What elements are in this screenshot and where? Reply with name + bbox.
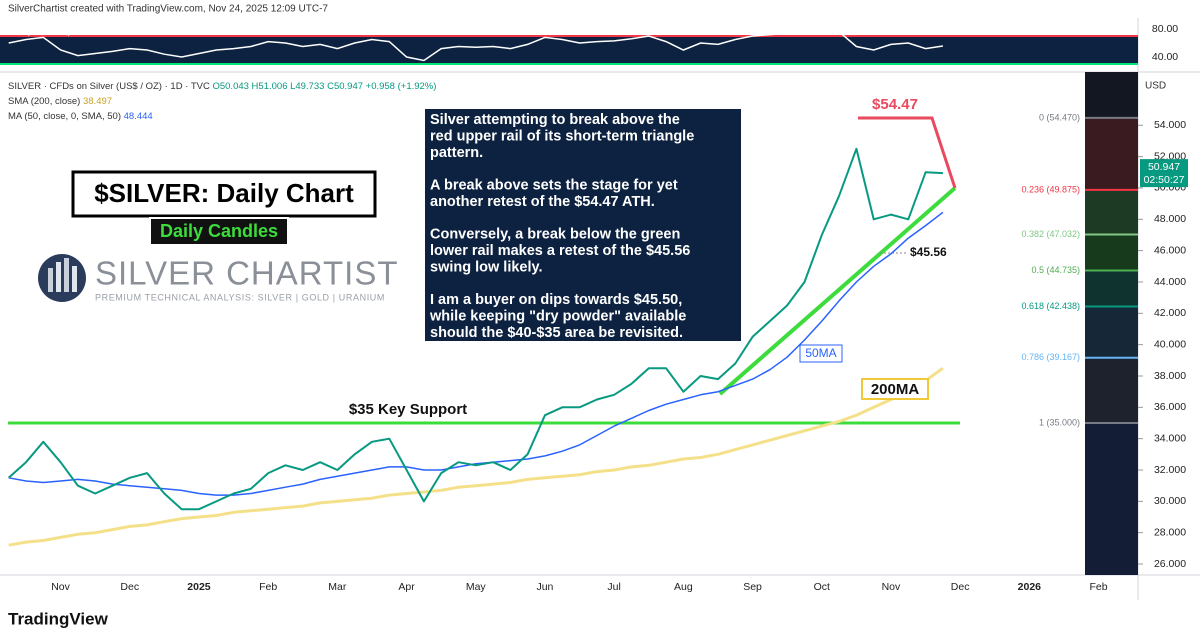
x-tick-label: 2025 [187, 581, 211, 593]
footer-brand: TradingView [8, 609, 109, 628]
fib-label: 1 (35.000) [1039, 417, 1080, 427]
rsi-tick-label: 40.00 [1152, 51, 1178, 63]
y-tick-label: 36.000 [1154, 401, 1186, 413]
y-tick-label: 30.000 [1154, 495, 1186, 507]
chart-title: $SILVER: Daily Chart [94, 178, 354, 208]
fib-label: 0 (54.470) [1039, 112, 1080, 122]
note-line: red upper rail of its short-term triangl… [430, 128, 694, 144]
rsi-legend-value: 55.75 [73, 26, 97, 37]
swing-low-label: $45.56 [910, 245, 947, 259]
y-tick-label: 48.000 [1154, 213, 1186, 225]
x-tick-label: Feb [1090, 581, 1108, 593]
support-label: $35 Key Support [349, 401, 467, 418]
rsi-tick-label: 80.00 [1152, 23, 1178, 35]
x-tick-label: 2026 [1018, 581, 1042, 593]
legend-sma200-name: SMA (200, close) [8, 96, 80, 107]
y-tick-label: 34.000 [1154, 432, 1186, 444]
logo-text: SILVER CHARTIST [95, 255, 399, 292]
note-line: should the $40-$35 area be revisited. [430, 325, 683, 341]
currency: USD [1145, 81, 1166, 92]
x-tick-label: Dec [120, 581, 139, 593]
legend-ma50-name: MA (50, close, 0, SMA, 50) [8, 111, 121, 122]
ma-line [8, 366, 944, 547]
fib-label: 0.786 (39.167) [1021, 352, 1080, 362]
note-line: Conversely, a break below the green [430, 226, 680, 242]
ma50-label: 50MA [805, 346, 836, 360]
fib-zone [1085, 306, 1138, 358]
fib-zone [1085, 270, 1138, 307]
x-tick-label: Feb [259, 581, 277, 593]
countdown: 02:50:27 [1144, 174, 1185, 186]
y-tick-label: 46.000 [1154, 244, 1186, 256]
logo-tagline: PREMIUM TECHNICAL ANALYSIS: SILVER | GOL… [95, 292, 385, 302]
note-box [423, 107, 743, 343]
lower-rail [718, 186, 957, 396]
y-tick-label: 28.000 [1154, 526, 1186, 538]
legend-sma200-value: 38.497 [83, 96, 112, 107]
x-tick-label: Nov [51, 581, 70, 593]
rsi-legend: RSI (14, close) 55.75 [8, 26, 97, 37]
subtitle-box [149, 217, 289, 246]
fib-zone [1085, 234, 1138, 271]
fib-zone [1085, 357, 1138, 424]
x-tick-label: May [466, 581, 487, 593]
rsi-legend-name: RSI (14, close) [8, 26, 71, 37]
x-tick-label: Oct [814, 581, 830, 593]
price-tag: 50.947 [1148, 161, 1180, 173]
y-tick-label: 44.000 [1154, 276, 1186, 288]
title-box [71, 170, 377, 218]
legend-ma50: MA (50, close, 0, SMA, 50) 48.444 [8, 111, 153, 122]
x-tick-label: Jun [536, 581, 553, 593]
y-tick-label: 38.000 [1154, 370, 1186, 382]
note-line: I am a buyer on dips towards $45.50, [430, 292, 682, 308]
upper-rail [858, 116, 957, 189]
ath-label: $54.47 [872, 96, 918, 113]
ma200-label: 200MA [871, 381, 920, 398]
ma200-box [861, 378, 929, 400]
x-tick-label: Apr [398, 581, 415, 593]
x-tick-label: Nov [882, 581, 901, 593]
y-tick-label: 54.000 [1154, 119, 1186, 131]
x-tick-label: Dec [951, 581, 970, 593]
fib-label: 0.618 (42.438) [1021, 301, 1080, 311]
rsi-line [8, 28, 944, 62]
legend-price: SILVER · CFDs on Silver (US$ / OZ) · 1D … [8, 81, 436, 92]
legend-ohlc: O50.043 H51.006 L49.733 C50.947 +0.958 (… [212, 81, 436, 92]
subtitle: Daily Candles [160, 221, 278, 241]
legend-ma50-value: 48.444 [124, 111, 153, 122]
x-tick-label: Mar [328, 581, 347, 593]
fib-label: 0.236 (49.875) [1021, 184, 1080, 194]
note-line: lower rail makes a retest of the $45.56 [430, 243, 690, 259]
x-tick-label: Jul [607, 581, 620, 593]
price-line [8, 147, 943, 511]
y-tick-label: 42.000 [1154, 307, 1186, 319]
y-tick-label: 40.000 [1154, 338, 1186, 350]
price-tag-bg [1140, 159, 1188, 188]
note-line: pattern. [430, 145, 483, 161]
note-line: Silver attempting to break above the [430, 112, 680, 128]
ma-line [8, 211, 944, 496]
note-line: A break above sets the stage for yet [430, 177, 678, 193]
fib-label: 0.382 (47.032) [1021, 229, 1080, 239]
fib-zone [1085, 189, 1138, 235]
fib-label: 0.5 (44.735) [1031, 265, 1080, 275]
logo-icon [38, 254, 86, 302]
legend-price-name: SILVER · CFDs on Silver (US$ / OZ) · 1D … [8, 81, 210, 92]
fib-zone [1085, 117, 1138, 190]
note-line: while keeping "dry powder" available [429, 308, 686, 324]
fib-zone [1085, 423, 1138, 575]
legend-sma200: SMA (200, close) 38.497 [8, 96, 112, 107]
ma50-box [799, 344, 843, 363]
x-tick-label: Sep [743, 581, 762, 593]
header: SilverChartist created with TradingView.… [8, 4, 328, 15]
x-tick-label: Aug [674, 581, 693, 593]
note-line: another retest of the $54.47 ATH. [430, 194, 655, 210]
y-tick-label: 32.000 [1154, 464, 1186, 476]
y-tick-label: 26.000 [1154, 558, 1186, 570]
note-line: swing low likely. [430, 259, 543, 275]
